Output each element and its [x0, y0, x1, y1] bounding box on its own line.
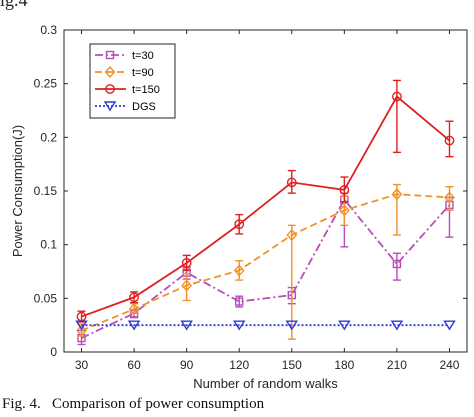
y-tick-label: 0.15 [34, 184, 58, 198]
y-tick-label: 0.2 [40, 130, 57, 144]
data-point [390, 320, 404, 331]
series-t-150 [76, 79, 455, 323]
y-tick-label: 0.25 [34, 77, 58, 91]
x-axis-label: Number of random walks [193, 376, 338, 391]
y-tick-label: 0.3 [40, 23, 57, 37]
data-point [75, 320, 88, 331]
legend-marker [105, 84, 115, 94]
series-line [81, 95, 451, 318]
data-point [338, 204, 350, 217]
legend-item: t=30 [95, 50, 154, 62]
x-tick-label: 30 [75, 358, 89, 372]
ticks-layer: 0 0.05 0.1 0.15 0.2 0.25 0.3 30 60 90 120 150 180 210… [34, 23, 467, 372]
data-point [181, 258, 192, 268]
legend-marker [103, 101, 117, 112]
x-tick-label: 120 [229, 358, 249, 372]
x-tick-label: 210 [387, 358, 407, 372]
x-tick-label: 180 [334, 358, 354, 372]
legend-item: t=150 [95, 84, 160, 96]
legend-item: DGS [95, 101, 156, 113]
figure-header: ig.4 [0, 0, 28, 10]
data-point [338, 320, 351, 331]
y-axis-label: Power Consumption(J) [10, 125, 25, 257]
series-line [81, 197, 451, 339]
legend-item: t=90 [95, 65, 154, 79]
data-point [285, 320, 299, 331]
data-point [128, 303, 140, 316]
data-point [233, 264, 245, 277]
data-point [181, 279, 193, 292]
data-point [235, 297, 244, 306]
data-point [76, 324, 87, 337]
data-point [127, 320, 141, 331]
data-point [232, 320, 246, 331]
series-line [81, 193, 450, 332]
y-tick-label: 0.1 [40, 238, 57, 252]
data-point [444, 191, 455, 204]
data-point [392, 91, 402, 102]
data-point [234, 219, 245, 230]
x-tick-label: 150 [282, 358, 302, 372]
data-point [339, 185, 350, 195]
legend-label: DGS [132, 101, 156, 113]
figure-caption: Fig. 4. Comparison of power consumption [2, 396, 265, 412]
y-tick-label: 0 [50, 345, 57, 359]
y-tick-label: 0.05 [34, 291, 58, 305]
data-point [392, 259, 402, 269]
series-layer [75, 79, 456, 346]
series-dgs [75, 320, 456, 331]
x-tick-label: 60 [127, 358, 141, 372]
legend: t=30 t=90 t=150 DGS [89, 43, 176, 119]
data-point [129, 292, 139, 303]
legend-label: t=30 [132, 50, 154, 62]
data-point [391, 188, 403, 201]
data-point [180, 320, 193, 331]
data-point [444, 135, 455, 146]
data-point [443, 320, 456, 331]
x-tick-label: 240 [439, 358, 459, 372]
data-point [286, 177, 297, 188]
legend-label: t=90 [132, 67, 154, 79]
x-tick-label: 90 [180, 358, 194, 372]
legend-marker [104, 65, 116, 79]
data-point [286, 228, 298, 242]
legend-marker [105, 50, 115, 60]
legend-label: t=150 [132, 84, 160, 96]
